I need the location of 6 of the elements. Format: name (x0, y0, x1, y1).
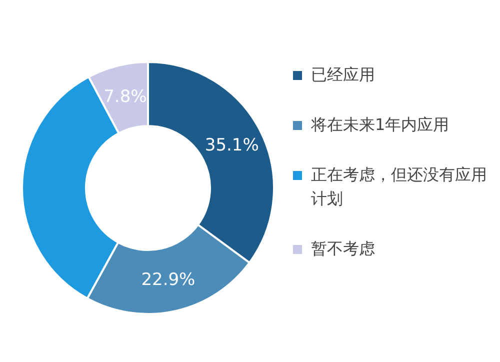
data-label: 22.9% (141, 270, 196, 290)
legend-label: 暂不考虑 (311, 238, 375, 260)
legend-label: 正在考虑，但还没有应用计划 (311, 164, 488, 210)
data-label: 35.1% (204, 136, 259, 156)
legend-label: 已经应用 (311, 64, 375, 86)
legend-label: 将在未来1年内应用 (311, 114, 450, 136)
